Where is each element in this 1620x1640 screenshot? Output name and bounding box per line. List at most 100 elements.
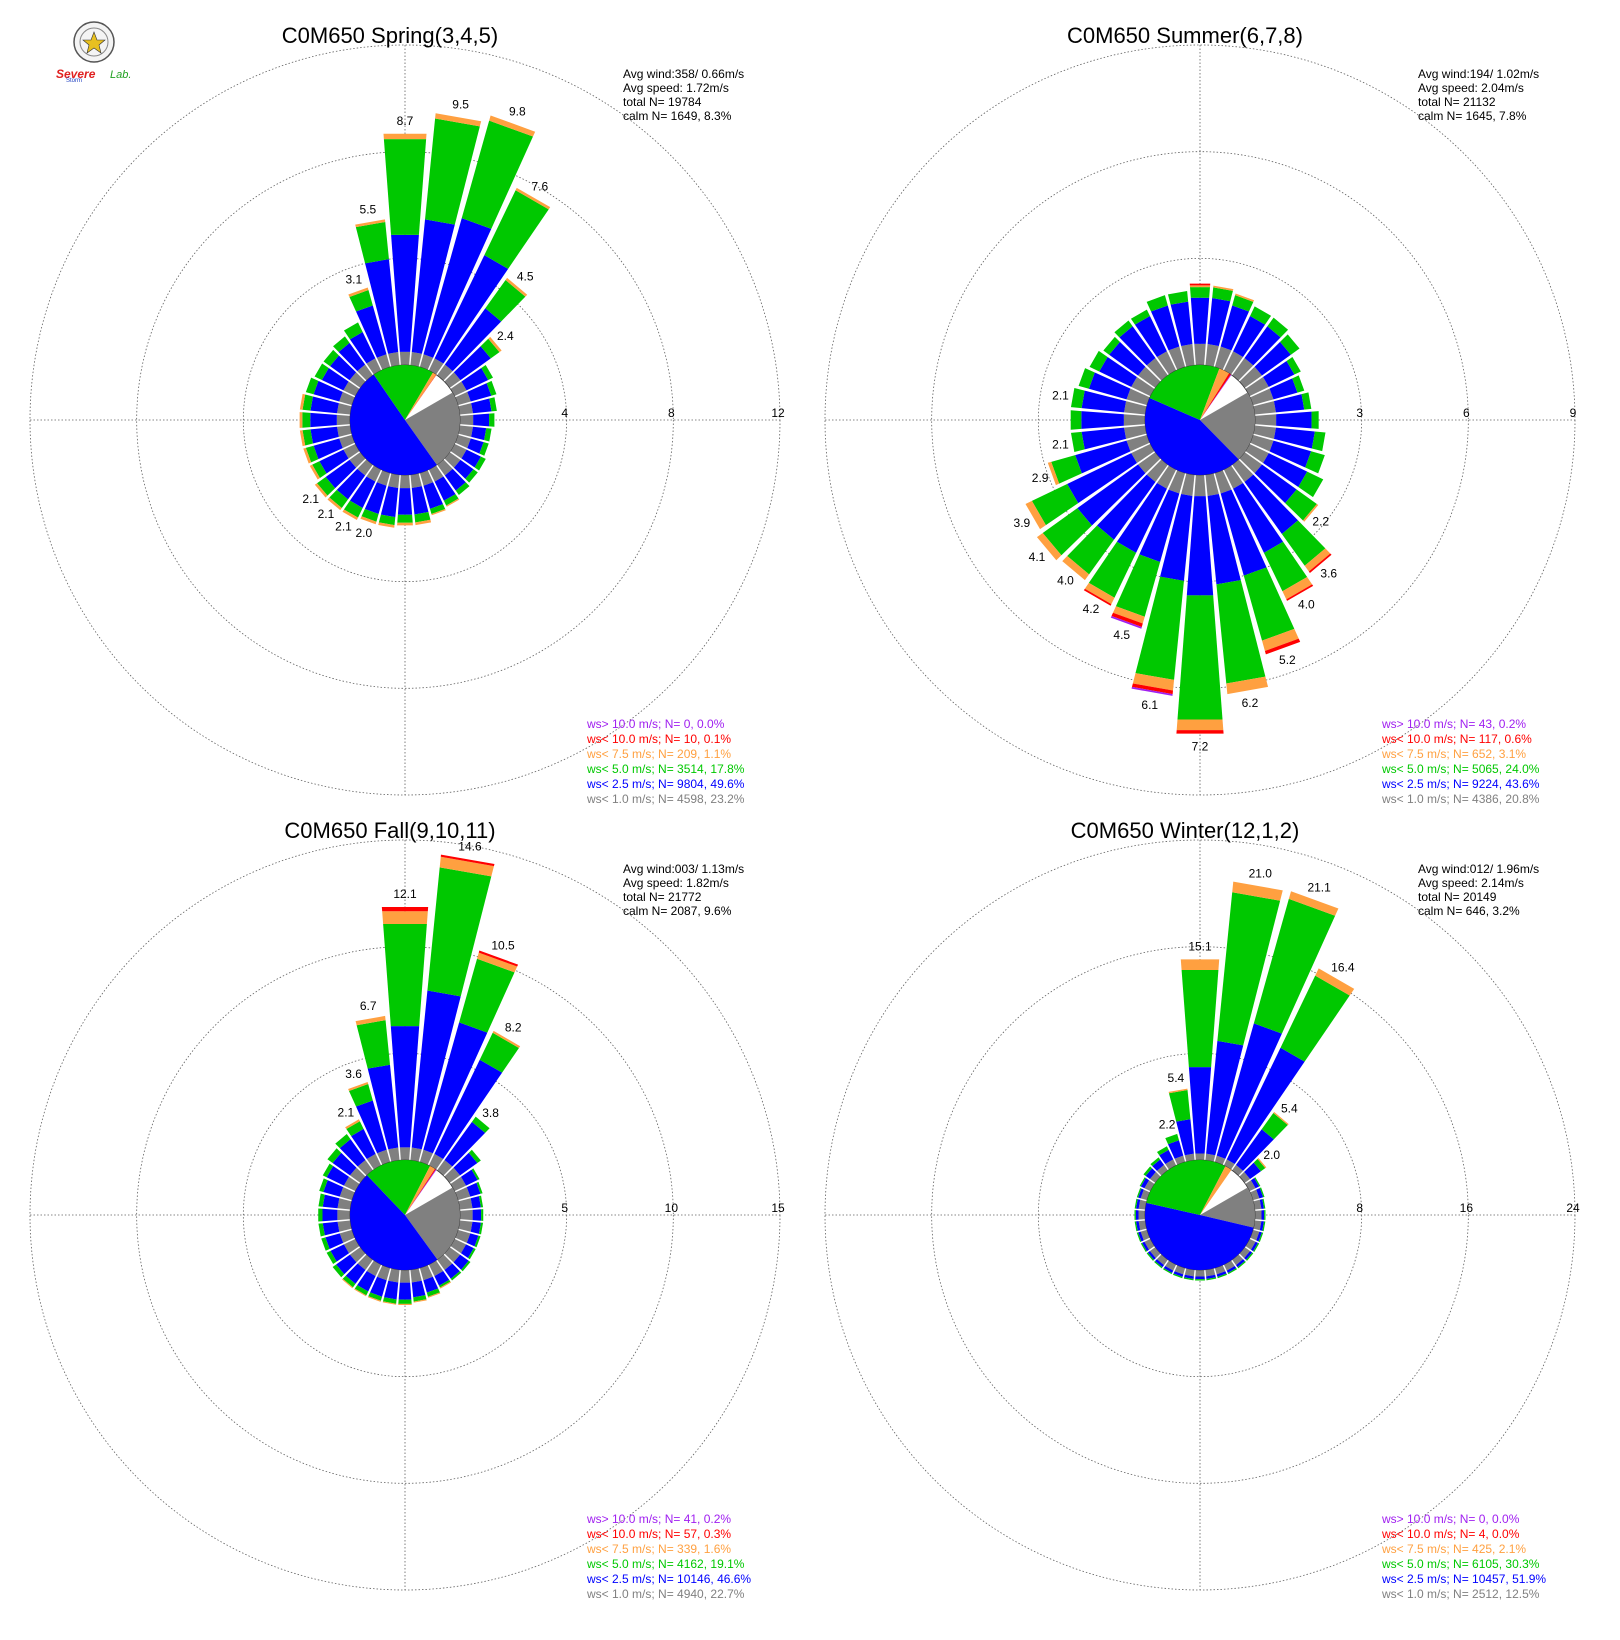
bar-value-label: 2.1 <box>1052 388 1069 402</box>
bar-segment-dir-50 <box>453 1152 478 1176</box>
bar-segment-dir-100 <box>458 425 473 437</box>
bar-segment-dir-330 <box>349 331 376 364</box>
bar-segment-dir-230 <box>1042 508 1092 556</box>
legend-entry: ws> 10.0 m/s; N= 0, 0.0% <box>1381 1512 1520 1526</box>
bar-segment-dir-50 <box>1257 1157 1267 1169</box>
bar-segment-dir-60 <box>450 381 467 397</box>
bar-segment-dir-270 <box>336 414 351 426</box>
bar-segment-dir-200 <box>1115 554 1161 617</box>
bar-segment-dir-150 <box>428 1260 444 1277</box>
bar-segment-dir-230 <box>349 452 366 468</box>
bar-segment-dir-150 <box>1263 541 1308 592</box>
ring-tick-label: 5 <box>561 1201 568 1215</box>
bar-segment-dir-190 <box>1135 576 1184 680</box>
bar-segment-dir-80 <box>1259 1199 1265 1209</box>
bar-segment-dir-180 <box>1176 719 1224 731</box>
bar-value-label: 4.2 <box>1083 602 1100 616</box>
bar-segment-dir-0 <box>383 139 427 235</box>
bar-segment-dir-60 <box>450 1176 467 1192</box>
bar-segment-dir-50 <box>1253 1158 1266 1172</box>
bar-segment-dir-330 <box>1156 351 1177 375</box>
bar-segment-dir-40 <box>444 308 502 372</box>
bar-value-label: 2.4 <box>497 329 514 343</box>
bar-segment-dir-320 <box>338 342 366 372</box>
bar-segment-dir-270 <box>322 1208 338 1222</box>
bar-segment-dir-310 <box>1109 341 1146 376</box>
bar-segment-dir-130 <box>444 452 461 468</box>
bar-segment-dir-150 <box>439 1281 452 1289</box>
bar-segment-dir-310 <box>1138 366 1161 388</box>
bar-segment-dir-150 <box>434 476 456 501</box>
bar-segment-dir-310 <box>1143 1166 1153 1176</box>
calm-pie-slice <box>1149 364 1220 420</box>
legend-entry: ws> 10.0 m/s; N= 41, 0.2% <box>586 1512 731 1526</box>
bar-segment-dir-160 <box>429 504 446 515</box>
calm-pie-slice <box>405 392 460 465</box>
bar-segment-dir-190 <box>1131 686 1173 696</box>
bar-segment-dir-10 <box>1205 1153 1216 1162</box>
bar-segment-dir-20 <box>1214 346 1232 370</box>
bar-segment-dir-350 <box>1176 1119 1194 1156</box>
bar-segment-dir-200 <box>1139 489 1180 562</box>
bar-segment-dir-70 <box>486 380 497 396</box>
stats-line: calm N= 646, 3.2% <box>1418 904 1520 918</box>
bar-segment-dir-40 <box>505 277 528 297</box>
bar-segment-dir-200 <box>1173 1271 1184 1277</box>
bar-segment-dir-240 <box>343 1238 360 1254</box>
bar-segment-dir-310 <box>1149 1171 1161 1183</box>
bar-segment-dir-190 <box>382 1301 397 1305</box>
bar-segment-dir-30 <box>1250 306 1272 325</box>
ring-tick-label: 16 <box>1460 1201 1474 1215</box>
bar-segment-dir-230 <box>1036 533 1062 561</box>
bar-segment-dir-70 <box>467 383 492 402</box>
bar-segment-dir-80 <box>1273 394 1305 413</box>
bar-segment-dir-290 <box>1136 1187 1142 1198</box>
bar-segment-dir-150 <box>1223 465 1244 489</box>
bar-segment-dir-40 <box>444 1121 486 1167</box>
bar-segment-dir-280 <box>337 403 352 415</box>
bar-segment-dir-130 <box>1239 452 1262 474</box>
bar-segment-dir-20 <box>478 950 519 967</box>
calm-pie-slice <box>405 372 437 420</box>
bar-segment-dir-330 <box>1130 309 1150 325</box>
bar-segment-dir-140 <box>1232 459 1254 482</box>
legend-entry: ws< 5.0 m/s; N= 5065, 24.0% <box>1381 762 1540 776</box>
bar-segment-dir-240 <box>343 443 360 459</box>
bar-segment-dir-0 <box>1190 287 1210 298</box>
bar-segment-dir-280 <box>299 393 306 410</box>
bar-value-label: 6.2 <box>1242 696 1259 710</box>
bar-segment-dir-280 <box>1124 401 1147 415</box>
stats-line: Avg wind:194/ 1.02m/s <box>1418 67 1539 81</box>
bar-segment-dir-0 <box>1189 285 1211 288</box>
bar-segment-dir-80 <box>1253 1199 1262 1210</box>
bar-segment-dir-170 <box>410 1268 422 1283</box>
bar-segment-dir-70 <box>1292 375 1305 393</box>
bar-segment-dir-170 <box>1206 1274 1216 1280</box>
bar-segment-dir-60 <box>1254 1177 1261 1187</box>
bar-segment-dir-0 <box>383 133 427 140</box>
bar-segment-dir-100 <box>471 426 487 441</box>
bar-segment-dir-110 <box>1258 1232 1264 1243</box>
ring-tick-label: 6 <box>1463 406 1470 420</box>
calm-pie-slice <box>1200 1166 1232 1215</box>
bar-segment-dir-110 <box>474 1235 481 1248</box>
bar-segment-dir-180 <box>1177 595 1223 720</box>
bar-segment-dir-250 <box>339 434 355 449</box>
bar-segment-dir-180 <box>1176 730 1224 734</box>
bar-segment-dir-220 <box>1146 459 1168 482</box>
bar-segment-dir-20 <box>1288 891 1339 916</box>
bar-segment-dir-130 <box>461 1260 471 1272</box>
bar-segment-dir-180 <box>1195 1276 1205 1280</box>
bar-segment-dir-210 <box>1162 1268 1173 1275</box>
bar-segment-dir-90 <box>459 1209 473 1221</box>
bar-segment-dir-40 <box>1273 1111 1289 1126</box>
bar-segment-dir-110 <box>1305 451 1325 474</box>
bar-segment-dir-330 <box>351 1128 376 1159</box>
bar-segment-dir-320 <box>1152 1159 1165 1171</box>
bar-segment-dir-150 <box>434 1271 450 1286</box>
bar-segment-dir-40 <box>1244 326 1281 366</box>
bar-segment-dir-10 <box>411 219 455 354</box>
bar-segment-dir-150 <box>1282 577 1313 600</box>
bar-segment-dir-0 <box>1189 283 1211 286</box>
bar-segment-dir-230 <box>332 1264 345 1278</box>
